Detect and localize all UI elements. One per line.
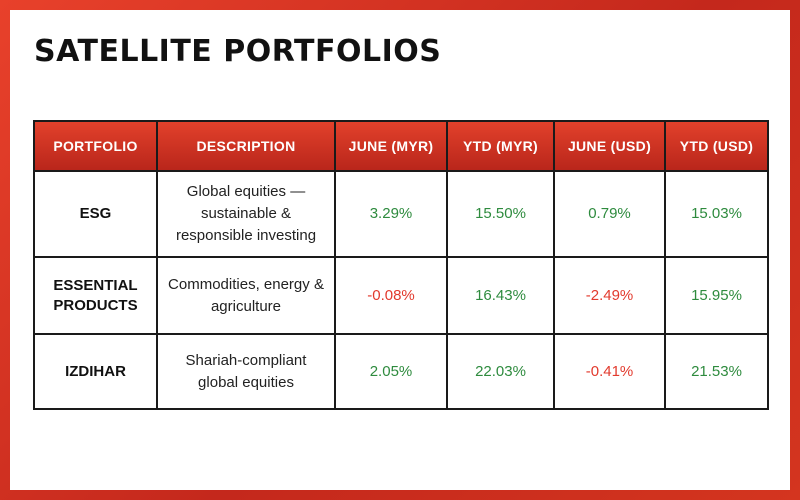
ytd-myr-value: 15.50% bbox=[446, 170, 555, 258]
content-card: SATELLITE PORTFOLIOS PORTFOLIO DESCRIPTI… bbox=[10, 10, 790, 490]
portfolio-description: Shariah-compliant global equities bbox=[156, 333, 336, 410]
portfolio-name: IZDIHAR bbox=[33, 333, 158, 410]
ytd-myr-value: 22.03% bbox=[446, 333, 555, 410]
ytd-myr-value: 16.43% bbox=[446, 256, 555, 335]
june-usd-value: -2.49% bbox=[553, 256, 666, 335]
portfolio-description: Commodities, energy & agriculture bbox=[156, 256, 336, 335]
header-ytd-myr: YTD (MYR) bbox=[446, 120, 555, 172]
header-june-myr: JUNE (MYR) bbox=[334, 120, 448, 172]
june-myr-value: -0.08% bbox=[334, 256, 448, 335]
table-header-row: PORTFOLIO DESCRIPTION JUNE (MYR) YTD (MY… bbox=[33, 120, 769, 172]
header-description: DESCRIPTION bbox=[156, 120, 336, 172]
header-portfolio: PORTFOLIO bbox=[33, 120, 158, 172]
ytd-usd-value: 21.53% bbox=[664, 333, 769, 410]
ytd-usd-value: 15.95% bbox=[664, 256, 769, 335]
portfolio-table: PORTFOLIO DESCRIPTION JUNE (MYR) YTD (MY… bbox=[33, 120, 769, 410]
portfolio-description: Global equities — sustainable & responsi… bbox=[156, 170, 336, 258]
portfolio-name: ESSENTIAL PRODUCTS bbox=[33, 256, 158, 335]
table-row: ESG Global equities — sustainable & resp… bbox=[33, 170, 769, 258]
ytd-usd-value: 15.03% bbox=[664, 170, 769, 258]
table-row: ESSENTIAL PRODUCTS Commodities, energy &… bbox=[33, 256, 769, 335]
june-myr-value: 3.29% bbox=[334, 170, 448, 258]
june-myr-value: 2.05% bbox=[334, 333, 448, 410]
page-title: SATELLITE PORTFOLIOS bbox=[34, 34, 442, 69]
june-usd-value: -0.41% bbox=[553, 333, 666, 410]
june-usd-value: 0.79% bbox=[553, 170, 666, 258]
header-ytd-usd: YTD (USD) bbox=[664, 120, 769, 172]
header-june-usd: JUNE (USD) bbox=[553, 120, 666, 172]
table-row: IZDIHAR Shariah-compliant global equitie… bbox=[33, 333, 769, 410]
portfolio-name: ESG bbox=[33, 170, 158, 258]
